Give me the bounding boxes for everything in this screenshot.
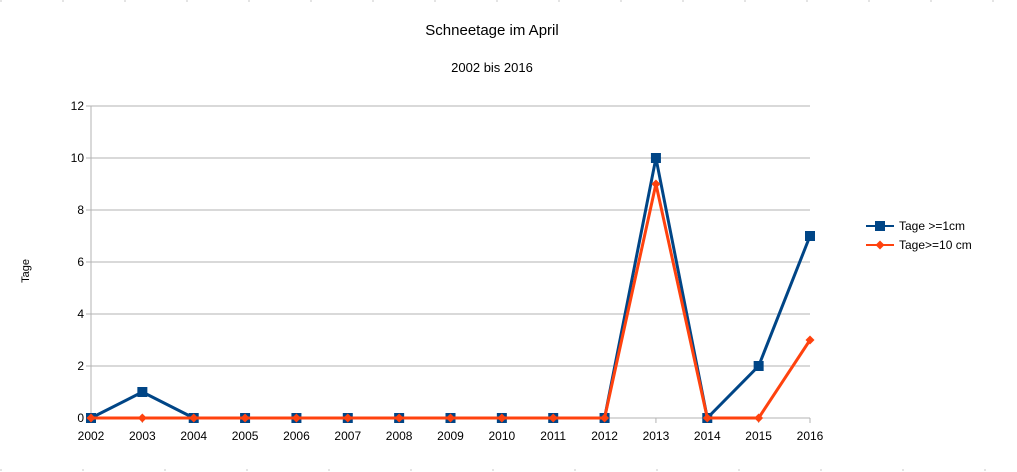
data-point [548,413,558,423]
legend-label: Tage>=10 cm [899,238,972,252]
data-point [497,413,507,423]
chart-title: Schneetage im April [425,22,558,39]
series-line [90,156,812,420]
y-tick-label: 8 [77,203,84,217]
y-tick-label: 12 [71,99,85,113]
series-layer [86,153,815,423]
x-tick-label: 2009 [437,429,464,443]
x-tick-label: 2004 [180,429,207,443]
series-line [91,182,812,420]
data-point [394,413,404,423]
data-point [753,361,764,371]
x-tick-label: 2015 [745,429,772,443]
legend-label: Tage >=1cm [899,219,965,233]
y-axis-label: Tage [20,259,32,283]
data-point [651,179,661,189]
data-point [343,413,353,423]
data-point [240,413,250,423]
x-tick-labels: 2002 2003 2004 2005 2006 2007 2008 2009 2010 2011… [78,418,824,443]
data-point [702,413,712,423]
x-tick-label: 2003 [129,429,156,443]
y-tick-labels: 0 2 4 6 8 10 12 [71,99,85,425]
x-tick-label: 2002 [78,429,105,443]
legend-marker [875,240,885,250]
data-point [189,413,199,423]
chart-subtitle: 2002 bis 2016 [451,60,533,75]
gridlines [86,105,810,419]
series-2 [86,179,815,423]
y-tick-label: 6 [77,255,84,269]
data-point [754,413,764,423]
x-tick-label: 2014 [694,429,721,443]
data-point [805,231,815,241]
data-point [650,153,661,163]
data-point [137,387,148,397]
x-tick-label: 2010 [489,429,516,443]
x-tick-label: 2006 [283,429,310,443]
y-tick-label: 4 [77,307,84,321]
legend-item: Tage>=10 cm [866,238,972,252]
x-tick-label: 2012 [591,429,618,443]
x-tick-label: 2007 [334,429,361,443]
legend-marker [875,221,885,231]
x-tick-label: 2008 [386,429,413,443]
x-tick-label: 2011 [540,429,566,443]
legend-item: Tage >=1cm [866,219,965,233]
data-point [805,335,815,345]
x-tick-label: 2013 [643,429,670,443]
series-1 [86,153,815,423]
data-point [600,413,610,423]
data-point [446,413,455,423]
y-tick-label: 2 [77,359,84,373]
x-tick-label: 2016 [797,429,824,443]
legend: Tage >=1cm Tage>=10 cm [866,219,972,252]
data-point [86,413,96,423]
data-point [291,413,301,423]
y-tick-label: 10 [71,151,85,165]
x-tick-label: 2005 [232,429,259,443]
y-tick-label: 0 [77,411,84,425]
data-point [137,413,147,423]
